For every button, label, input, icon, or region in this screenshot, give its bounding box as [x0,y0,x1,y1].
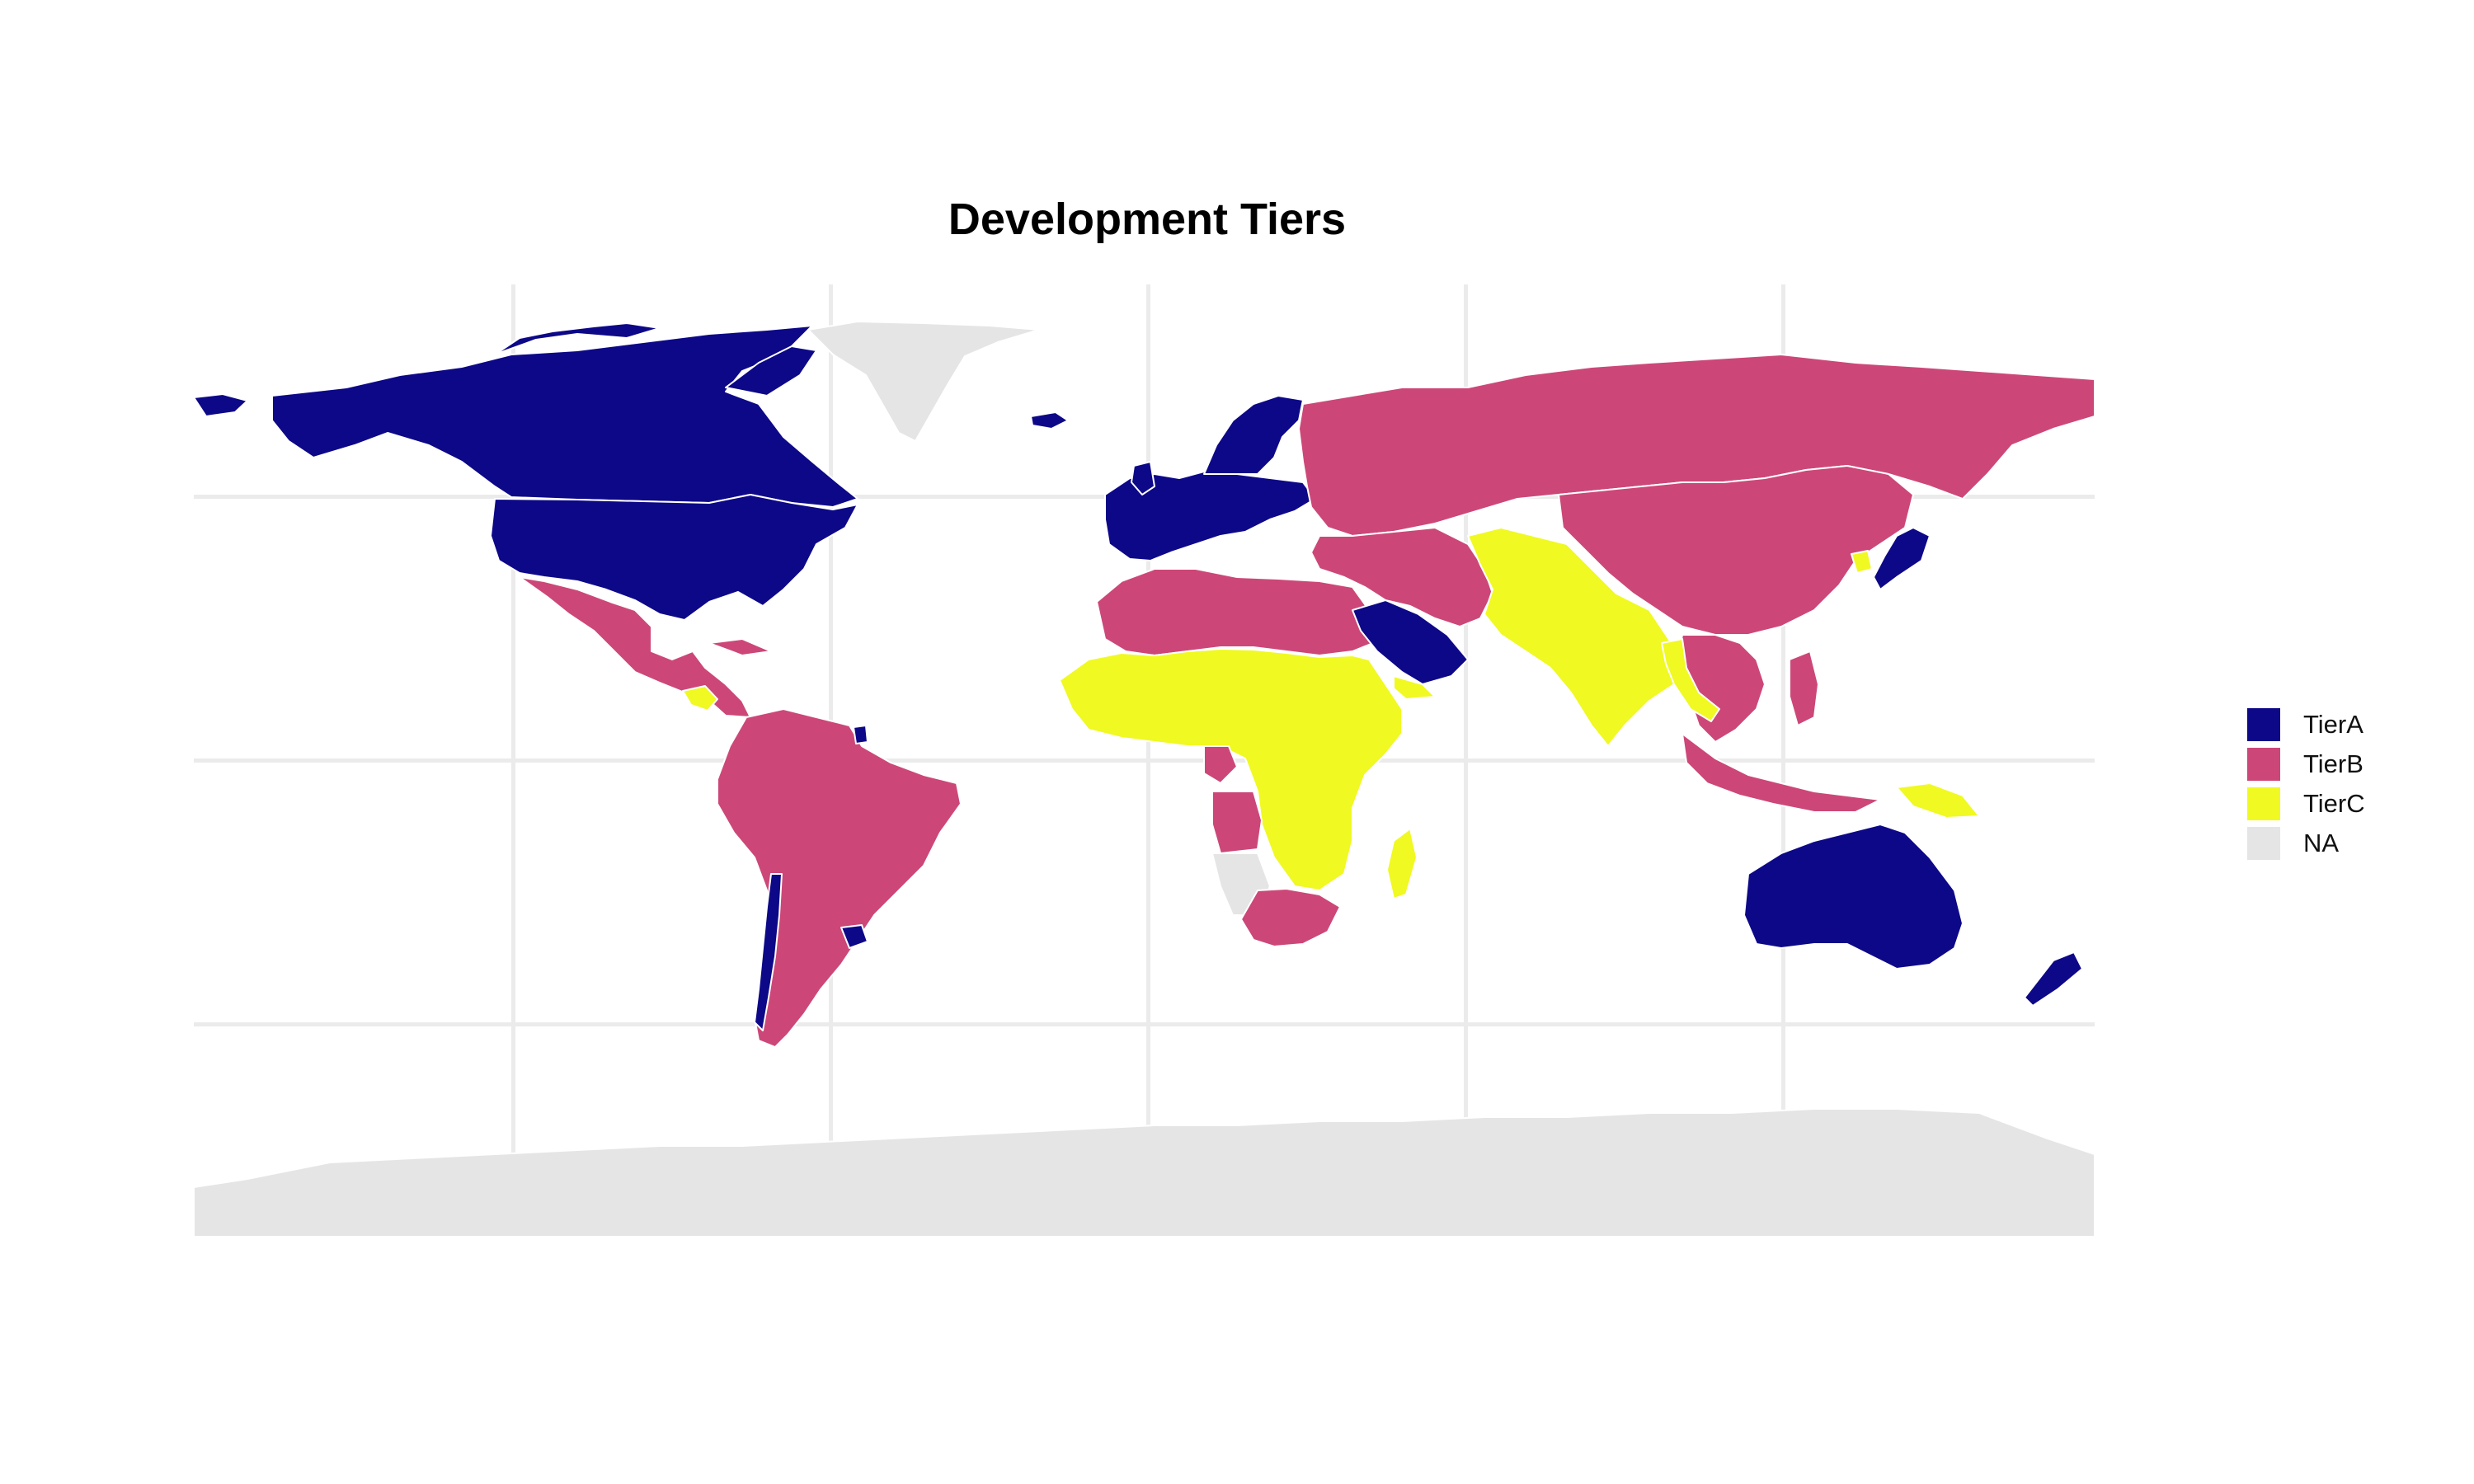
legend-swatch [2247,708,2280,741]
region-north-korea[interactable] [1851,550,1873,574]
region-uk[interactable] [1131,461,1155,495]
region-saudi-gulf[interactable] [1352,599,1469,685]
legend-swatch [2247,787,2280,820]
legend-item-tierb[interactable]: TierB [2247,744,2365,784]
map-countries [193,321,2095,1237]
region-south-america[interactable] [717,708,962,1048]
legend-label: TierC [2303,789,2365,818]
region-scandinavia[interactable] [1203,395,1304,475]
legend-item-tiera[interactable]: TierA [2247,705,2365,744]
region-guatemala-honduras-nicaragua[interactable] [682,685,718,711]
region-madagascar[interactable] [1386,828,1418,899]
region-canada-alaska[interactable] [271,325,858,508]
region-philippines[interactable] [1789,650,1819,726]
region-japan-korea[interactable] [1873,527,1931,590]
region-north-africa[interactable] [1096,568,1374,656]
region-arctic-islands[interactable] [494,322,661,355]
region-iceland[interactable] [1030,411,1069,430]
region-australia[interactable] [1743,824,1964,970]
region-antarctica[interactable] [193,1108,2095,1237]
region-french-guiana[interactable] [853,725,868,744]
region-angola[interactable] [1211,791,1263,854]
region-baffin[interactable] [725,345,817,397]
region-united-states[interactable] [490,494,858,621]
region-chile[interactable] [754,873,783,1031]
region-gabon-cameroon[interactable] [1203,745,1238,784]
region-mexico-central-america[interactable] [519,576,751,718]
region-papua-new-guinea[interactable] [1896,782,1980,819]
region-southern-africa[interactable] [1240,888,1341,947]
region-sub-saharan-africa[interactable] [1059,648,1403,891]
region-indonesia-philippines[interactable] [1681,733,1881,813]
region-caribbean[interactable] [708,638,772,656]
grid-hline [194,758,2095,763]
legend-item-na[interactable]: NA [2247,824,2365,863]
region-yemen[interactable] [1393,675,1436,700]
legend-swatch [2247,827,2280,860]
region-myanmar-laos-cambodia[interactable] [1661,638,1720,722]
legend-item-tierc[interactable]: TierC [2247,784,2365,824]
legend-label: TierB [2303,749,2363,778]
legend-swatch [2247,748,2280,781]
region-middle-east-iran[interactable] [1310,527,1493,627]
region-greenland[interactable] [807,321,1040,442]
region-central-south-asia[interactable] [1467,527,1683,747]
region-alaska-tip[interactable] [193,393,248,417]
region-uruguay[interactable] [840,924,868,949]
legend-label: NA [2303,829,2340,857]
grid-hline [194,1022,2095,1026]
chart-title: Development Tiers [948,195,1347,244]
region-western-europe[interactable] [1104,471,1316,561]
region-new-zealand[interactable] [2024,951,2083,1007]
map-legend: TierA TierB TierC NA [2247,705,2365,863]
legend-label: TierA [2303,710,2363,739]
